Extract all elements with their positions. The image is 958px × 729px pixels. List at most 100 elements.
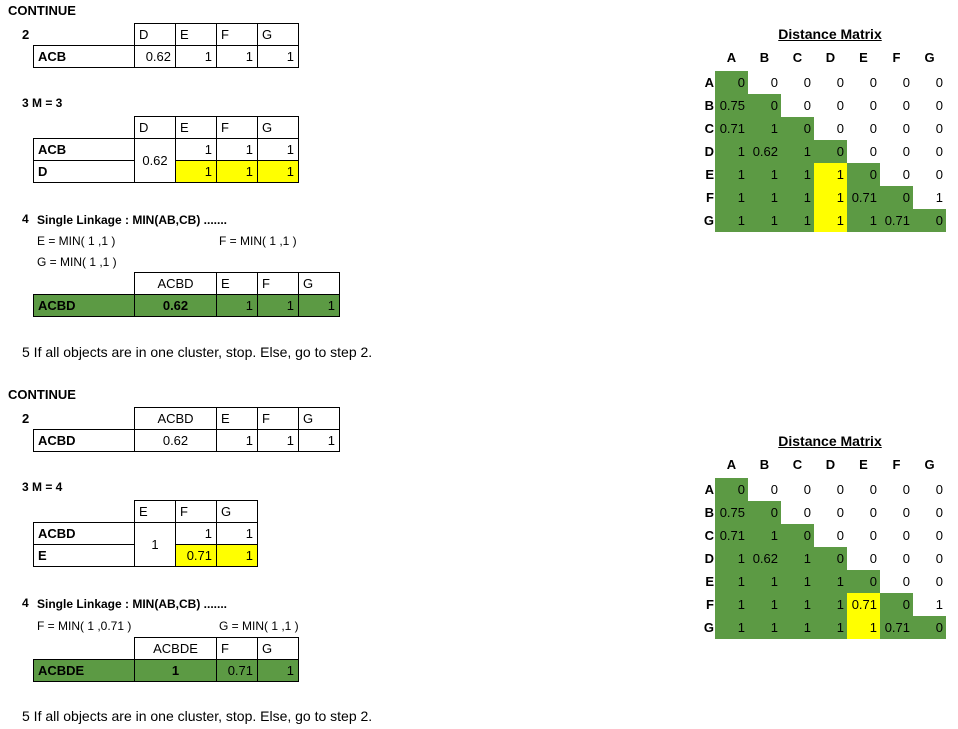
matrix-col-header: D: [825, 50, 836, 65]
matrix-cell: 1: [781, 186, 814, 209]
matrix-cell: 0.75: [715, 501, 748, 524]
matrix-cell: 1: [715, 570, 748, 593]
matrix-row-header: A: [704, 75, 714, 90]
matrix-cell: 1: [814, 186, 847, 209]
matrix-title: Distance Matrix: [778, 26, 882, 42]
matrix-cell: 0: [847, 163, 880, 186]
matrix-cell: 0: [836, 482, 844, 497]
formula-f: F = MIN( 1 ,1 ): [219, 234, 297, 248]
matrix-cell: 0: [715, 71, 748, 94]
header-cell: G: [298, 272, 340, 295]
matrix-cell: 0: [869, 505, 877, 520]
matrix-cell: 0: [803, 505, 811, 520]
step3-table: D E F G ACB 0.62 1 1 1 D 1 1 1: [33, 116, 299, 183]
highlight-cell: 0.71: [175, 544, 217, 567]
matrix-col-header: D: [825, 457, 836, 472]
value-cell: 0.62: [134, 294, 217, 317]
highlight-cell: 1: [175, 160, 217, 183]
matrix-cell: 0: [935, 144, 943, 159]
matrix-cell: 0: [913, 209, 946, 232]
matrix-cell: 0: [869, 144, 877, 159]
matrix-cell: 0: [836, 98, 844, 113]
matrix-row-header: A: [704, 482, 714, 497]
row-label: ACBD: [33, 429, 135, 452]
matrix-col-header: G: [924, 457, 935, 472]
matrix-row-header: D: [704, 144, 714, 159]
matrix-cell: 0: [935, 505, 943, 520]
matrix-cell: 0: [869, 121, 877, 136]
matrix-cell: 1: [748, 209, 781, 232]
matrix-row-header: C: [704, 121, 714, 136]
matrix-cell: 0: [836, 505, 844, 520]
matrix-cell: 0: [869, 98, 877, 113]
matrix-cell: 1: [781, 616, 814, 639]
matrix-col-header: F: [892, 50, 901, 65]
matrix-cell: 0: [869, 551, 877, 566]
header-cell: G: [298, 407, 340, 430]
matrix-cell: 1: [935, 190, 943, 205]
value-cell: 1: [257, 294, 299, 317]
matrix-cell: 0: [902, 98, 910, 113]
step-number: 2: [22, 411, 30, 426]
matrix-cell: 0: [935, 482, 943, 497]
header-cell: F: [216, 116, 258, 139]
header-cell: F: [175, 500, 217, 523]
header-cell: E: [134, 500, 176, 523]
value-cell: 0.62: [134, 429, 217, 452]
matrix-cell: 0: [935, 167, 943, 182]
matrix-cell: 1: [715, 593, 748, 616]
matrix-cell: 0: [803, 98, 811, 113]
matrix-cell: 0.62: [748, 547, 781, 570]
matrix-cell: 0.71: [715, 524, 748, 547]
matrix-cell: 1: [748, 616, 781, 639]
step4-label: Single Linkage : MIN(AB,CB) .......: [37, 597, 228, 611]
matrix-cell: 0.71: [880, 616, 913, 639]
step4-label: Single Linkage : MIN(AB,CB) .......: [37, 213, 228, 227]
matrix-row-header: F: [706, 190, 714, 205]
header-cell: E: [175, 23, 217, 46]
header-cell: F: [257, 272, 299, 295]
matrix-cell: 1: [715, 140, 748, 163]
header-cell: ACBD: [134, 407, 217, 430]
matrix-cell: 0: [935, 98, 943, 113]
value-cell: 1: [216, 522, 258, 545]
matrix-cell: 1: [781, 140, 814, 163]
matrix-cell: 1: [715, 616, 748, 639]
matrix-cell: 0: [715, 478, 748, 501]
matrix-cell: 0: [935, 528, 943, 543]
matrix-cell: 0: [748, 94, 781, 117]
matrix-cell: 0: [869, 528, 877, 543]
matrix-cell: 0: [748, 501, 781, 524]
matrix-cell: 1: [781, 593, 814, 616]
matrix-row-header: B: [704, 505, 714, 520]
step3-label: 3 M = 4: [22, 480, 63, 494]
matrix-cell: 0: [847, 570, 880, 593]
matrix-cell: 1: [847, 209, 880, 232]
merged-value-cell: 1: [134, 522, 176, 567]
matrix-row-header: G: [703, 620, 714, 635]
matrix-cell: 0: [836, 75, 844, 90]
value-cell: 1: [257, 138, 299, 161]
step-number: 2: [22, 27, 30, 42]
matrix-cell: 0: [902, 75, 910, 90]
value-cell: 0.71: [216, 659, 258, 682]
matrix-cell: 0: [803, 482, 811, 497]
matrix-cell: 1: [935, 597, 943, 612]
header-cell: F: [257, 407, 299, 430]
step3-label: 3 M = 3: [22, 96, 63, 110]
matrix-cell: 0: [902, 574, 910, 589]
matrix-cell: 1: [748, 163, 781, 186]
matrix-cell: 0: [913, 616, 946, 639]
matrix-row-header: E: [705, 167, 714, 182]
row-label: ACB: [33, 45, 135, 68]
matrix-cell: 0: [814, 140, 847, 163]
step3-table: E F G ACBD 1 1 1 E 0.71 1: [33, 500, 258, 567]
matrix-cell: 0.71: [847, 593, 880, 616]
matrix-row-header: B: [704, 98, 714, 113]
value-cell: 1: [216, 294, 258, 317]
matrix-cell: 0: [781, 117, 814, 140]
matrix-cell: 1: [748, 593, 781, 616]
value-cell: 1: [134, 659, 217, 682]
formula-g: G = MIN( 1 ,1 ): [37, 255, 117, 269]
value-cell: 0.62: [134, 45, 176, 68]
